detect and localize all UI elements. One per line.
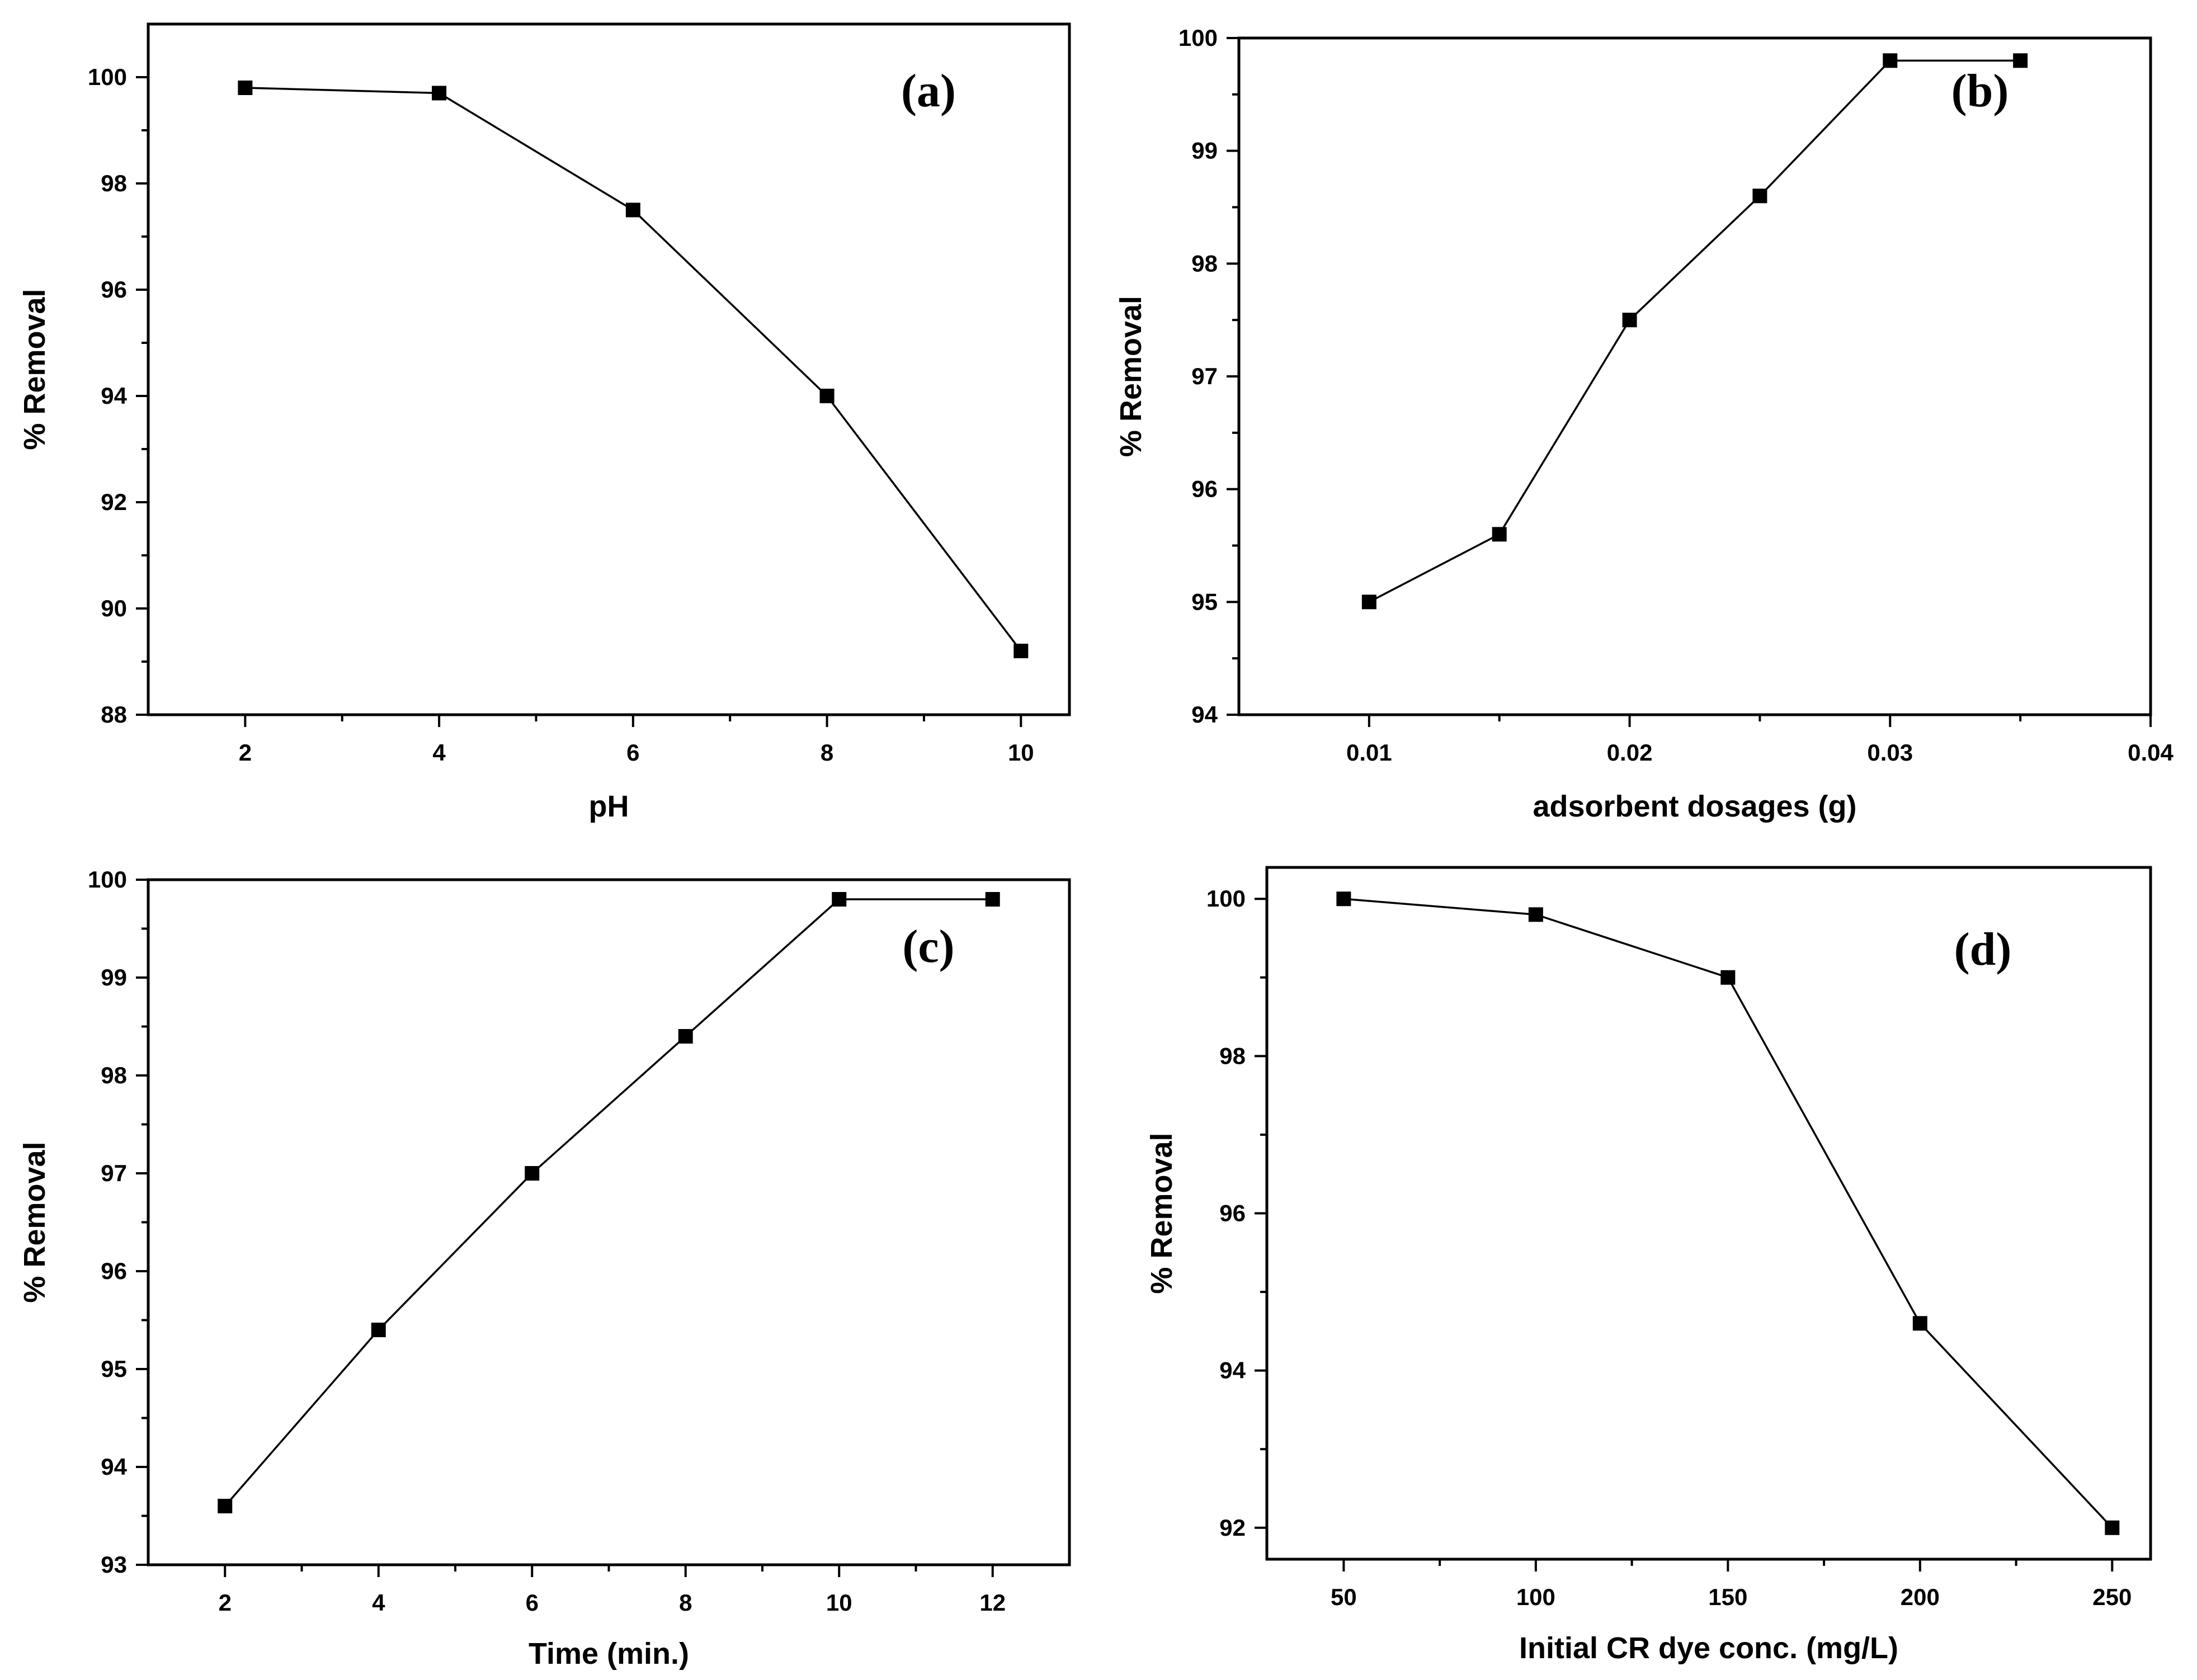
series-line xyxy=(1369,59,2021,603)
series-line xyxy=(224,898,993,1507)
series-line xyxy=(245,87,1022,652)
y-tick-label: 94 xyxy=(1191,701,1218,728)
x-tick-label: 0.02 xyxy=(1607,739,1653,766)
data-point xyxy=(819,389,835,403)
x-tick-label: 4 xyxy=(372,1589,385,1616)
y-tick-label: 93 xyxy=(101,1551,127,1578)
y-tick-label: 98 xyxy=(101,1062,127,1088)
x-tick-label: 2 xyxy=(239,739,252,766)
panel-label: (b) xyxy=(1951,65,2009,117)
plot-frame xyxy=(147,878,1071,1566)
y-axis-label: % Removal xyxy=(1114,296,1148,457)
x-tick-label: 50 xyxy=(1331,1584,1357,1610)
data-point xyxy=(1622,313,1637,328)
y-tick-label: 99 xyxy=(1191,138,1218,164)
y-tick-label: 96 xyxy=(101,1258,127,1284)
data-point xyxy=(1492,527,1507,542)
y-tick-label: 99 xyxy=(101,964,127,990)
series-line xyxy=(1343,898,2113,1528)
data-point xyxy=(371,1323,386,1337)
x-axis-label: adsorbent dosages (g) xyxy=(1533,790,1856,823)
x-tick-label: 8 xyxy=(821,739,833,766)
x-axis-label: pH xyxy=(589,790,629,823)
panel-label: (c) xyxy=(902,921,954,973)
y-tick-label: 94 xyxy=(1219,1357,1246,1384)
y-tick-label: 96 xyxy=(1219,1200,1246,1226)
x-tick-label: 150 xyxy=(1708,1584,1747,1610)
x-tick-label: 2 xyxy=(219,1589,232,1616)
x-tick-label: 100 xyxy=(1516,1584,1555,1610)
x-axis-label: Time (min.) xyxy=(529,1637,689,1670)
data-point xyxy=(432,86,447,101)
x-axis-label: Initial CR dye conc. (mg/L) xyxy=(1519,1631,1898,1665)
y-axis-label: % Removal xyxy=(1145,1132,1178,1294)
x-tick-label: 250 xyxy=(2092,1584,2132,1610)
y-tick-label: 98 xyxy=(1219,1042,1246,1069)
data-point xyxy=(238,81,253,95)
x-tick-label: 6 xyxy=(526,1589,539,1616)
plot-frame xyxy=(1237,36,2152,716)
y-tick-label: 92 xyxy=(1219,1514,1246,1541)
data-point xyxy=(1528,907,1543,922)
x-tick-label: 12 xyxy=(979,1589,1006,1616)
data-point xyxy=(1912,1316,1927,1331)
data-point xyxy=(1013,644,1029,658)
y-tick-label: 97 xyxy=(1191,363,1218,389)
data-point xyxy=(1720,970,1736,985)
panel-d-initial-concentration: 92 94 96 98 100 50 100 150 200 250 Initial CR dye … xyxy=(1145,866,2152,1665)
data-point xyxy=(678,1029,693,1044)
data-point xyxy=(2105,1520,2120,1535)
y-tick-label: 97 xyxy=(101,1160,127,1186)
y-tick-label: 100 xyxy=(88,866,127,893)
y-tick-label: 100 xyxy=(1178,25,1218,51)
panel-label: (a) xyxy=(901,65,956,117)
y-tick-label: 92 xyxy=(101,489,127,515)
x-tick-label: 0.04 xyxy=(2128,739,2174,766)
panel-a-ph: 88 90 92 94 96 98 100 2 4 6 8 10 pH % Removal (a) xyxy=(18,22,1071,823)
y-tick-label: 100 xyxy=(1206,885,1246,912)
data-point xyxy=(1361,594,1376,610)
y-tick-label: 90 xyxy=(101,595,127,621)
panel-b-adsorbent-dosage: 94 95 96 97 98 99 100 0.01 0.02 0.03 0.04 adsorbent… xyxy=(1114,25,2174,823)
y-tick-label: 94 xyxy=(101,383,127,409)
x-tick-label: 10 xyxy=(1008,739,1034,766)
y-tick-label: 95 xyxy=(1191,588,1218,615)
y-tick-label: 95 xyxy=(101,1356,127,1382)
y-axis-label: % Removal xyxy=(18,289,51,450)
y-tick-label: 98 xyxy=(101,170,127,196)
x-tick-label: 4 xyxy=(432,739,446,766)
x-tick-label: 0.03 xyxy=(1867,739,1913,766)
y-tick-label: 96 xyxy=(1191,476,1218,502)
x-tick-label: 6 xyxy=(626,739,639,766)
data-point xyxy=(1883,53,1898,68)
data-point xyxy=(832,892,847,907)
x-tick-label: 200 xyxy=(1901,1584,1940,1610)
y-tick-label: 94 xyxy=(101,1454,127,1480)
plot-frame xyxy=(147,22,1071,716)
panel-c-time: 93 94 95 96 97 98 99 100 2 4 6 8 10 12 Time (min.) % Re… xyxy=(18,866,1071,1670)
data-point xyxy=(1752,188,1767,204)
y-tick-label: 88 xyxy=(101,701,127,728)
y-tick-label: 98 xyxy=(1191,250,1218,276)
y-tick-label: 100 xyxy=(88,64,127,90)
x-tick-label: 0.01 xyxy=(1346,739,1392,766)
data-point xyxy=(2013,53,2028,68)
y-axis-label: % Removal xyxy=(18,1141,51,1303)
x-tick-label: 10 xyxy=(826,1589,852,1616)
panel-label: (d) xyxy=(1954,923,2012,975)
y-tick-label: 96 xyxy=(101,276,127,303)
data-point xyxy=(218,1499,233,1513)
data-point xyxy=(525,1166,540,1181)
data-point xyxy=(985,892,1000,907)
data-point xyxy=(625,202,640,218)
data-point xyxy=(1336,891,1351,907)
x-tick-label: 8 xyxy=(679,1589,692,1616)
